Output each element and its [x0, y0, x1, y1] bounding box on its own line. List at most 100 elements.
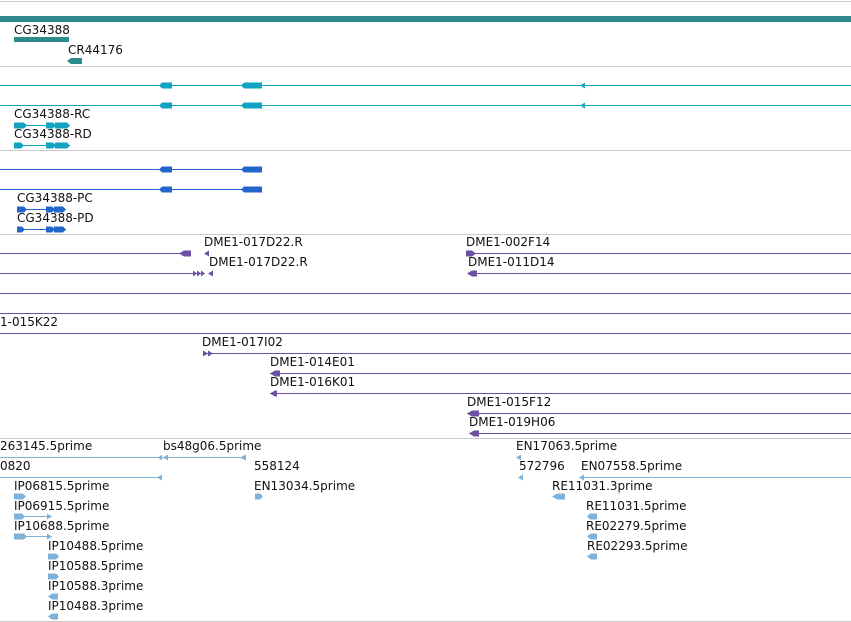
- est-glyph: [48, 573, 59, 580]
- est-label[interactable]: IP10688.5prime: [14, 519, 110, 533]
- protein-label[interactable]: CG34388-PC: [17, 191, 93, 205]
- transcript-exon: [55, 122, 70, 129]
- protein-track: [0, 166, 262, 233]
- gene-label[interactable]: CG34388: [14, 23, 70, 37]
- region-bar: [0, 16, 851, 22]
- est-glyph: [158, 454, 162, 461]
- bac-end-glyph: [270, 390, 277, 397]
- track-separator: [0, 66, 851, 67]
- est-glyph: [47, 513, 52, 520]
- bac-label[interactable]: DME1-017I02: [202, 335, 283, 349]
- est-label[interactable]: 572796: [519, 459, 565, 473]
- est-glyph: [552, 493, 565, 500]
- est-label[interactable]: 0820: [0, 459, 31, 473]
- est-label[interactable]: 558124: [254, 459, 300, 473]
- est-glyph: [579, 474, 584, 481]
- est-glyph: [14, 513, 25, 520]
- transcript-exon: [159, 82, 172, 89]
- bac-end-glyph: [203, 350, 208, 357]
- est-glyph: [14, 533, 27, 540]
- gene-glyph-cr44176[interactable]: [67, 58, 82, 64]
- bac-label[interactable]: DME1-017D22.R: [204, 235, 303, 249]
- est-glyph: [48, 553, 59, 560]
- est-label[interactable]: IP10588.5prime: [48, 559, 144, 573]
- protein-block: [54, 226, 66, 233]
- est-glyph: [157, 474, 162, 481]
- transcript-exon: [241, 102, 262, 109]
- bac-end-glyph: [197, 270, 201, 277]
- track-separator: [0, 438, 851, 439]
- est-label[interactable]: RE11031.5prime: [586, 499, 687, 513]
- gene-glyph-cg34388[interactable]: [14, 37, 69, 42]
- est-label[interactable]: EN07558.5prime: [581, 459, 683, 473]
- est-label[interactable]: RE02279.5prime: [586, 519, 687, 533]
- est-label[interactable]: IP06815.5prime: [14, 479, 110, 493]
- est-glyph: [255, 493, 263, 500]
- bac-track: [0, 250, 851, 437]
- protein-block: [46, 226, 55, 233]
- transcript-exon: [159, 102, 172, 109]
- bac-end-glyph: [201, 270, 205, 277]
- track-separator: [0, 150, 851, 151]
- est-glyph: [14, 493, 26, 500]
- bac-label[interactable]: 1-015K22: [0, 315, 59, 329]
- bac-label[interactable]: DME1-002F14: [466, 235, 551, 249]
- transcript-exon: [46, 122, 56, 129]
- bac-end-glyph: [469, 430, 479, 437]
- bac-end-glyph: [193, 270, 197, 277]
- gene-label[interactable]: CR44176: [68, 43, 123, 57]
- transcript-exon: [14, 142, 24, 149]
- protein-block: [159, 186, 172, 193]
- est-label[interactable]: IP10488.5prime: [48, 539, 144, 553]
- gene-track: [0, 16, 851, 64]
- transcript-label[interactable]: CG34388-RC: [14, 107, 91, 121]
- protein-block: [54, 206, 66, 213]
- est-glyph: [48, 613, 58, 620]
- track-separator: [0, 1, 851, 2]
- est-label[interactable]: IP06915.5prime: [14, 499, 110, 513]
- est-glyph: [587, 513, 597, 520]
- protein-block: [17, 206, 27, 213]
- est-label[interactable]: IP10588.3prime: [48, 579, 144, 593]
- est-glyph: [587, 553, 597, 560]
- bac-end-glyph: [179, 250, 191, 257]
- transcript-label[interactable]: CG34388-RD: [14, 127, 92, 141]
- transcript-exon: [46, 142, 56, 149]
- est-glyph: [518, 474, 523, 481]
- protein-block: [46, 206, 55, 213]
- bac-end-glyph: [270, 370, 280, 377]
- bac-end-glyph: [466, 250, 476, 257]
- bac-label[interactable]: DME1-014E01: [270, 355, 355, 369]
- protein-block: [159, 166, 172, 173]
- transcript-exon: [580, 82, 585, 89]
- bac-end-glyph: [208, 270, 213, 277]
- transcript-exon: [580, 102, 585, 109]
- bac-label[interactable]: DME1-017D22.R: [209, 255, 308, 269]
- bac-end-glyph: [467, 270, 477, 277]
- bac-label[interactable]: DME1-016K01: [270, 375, 356, 389]
- est-glyph: [47, 533, 52, 540]
- bac-label[interactable]: DME1-019H06: [469, 415, 556, 429]
- protein-block: [241, 186, 262, 193]
- est-label[interactable]: RE02293.5prime: [587, 539, 688, 553]
- est-glyph: [516, 454, 521, 461]
- track-separator: [0, 234, 851, 235]
- bac-label[interactable]: DME1-015F12: [467, 395, 552, 409]
- est-label[interactable]: EN17063.5prime: [516, 439, 618, 453]
- transcript-exon: [55, 142, 70, 149]
- est-glyph: [587, 533, 597, 540]
- protein-block: [241, 166, 262, 173]
- transcript-exon: [14, 122, 27, 129]
- protein-label[interactable]: CG34388-PD: [17, 211, 94, 225]
- est-label[interactable]: 263145.5prime: [0, 439, 93, 453]
- est-label[interactable]: IP10488.3prime: [48, 599, 144, 613]
- est-label[interactable]: EN13034.5prime: [254, 479, 356, 493]
- est-label[interactable]: RE11031.3prime: [552, 479, 653, 493]
- est-track: [0, 454, 851, 620]
- est-label[interactable]: bs48g06.5prime: [163, 439, 262, 453]
- bac-label[interactable]: DME1-011D14: [468, 255, 555, 269]
- protein-block: [17, 226, 25, 233]
- bac-end-glyph: [467, 410, 479, 417]
